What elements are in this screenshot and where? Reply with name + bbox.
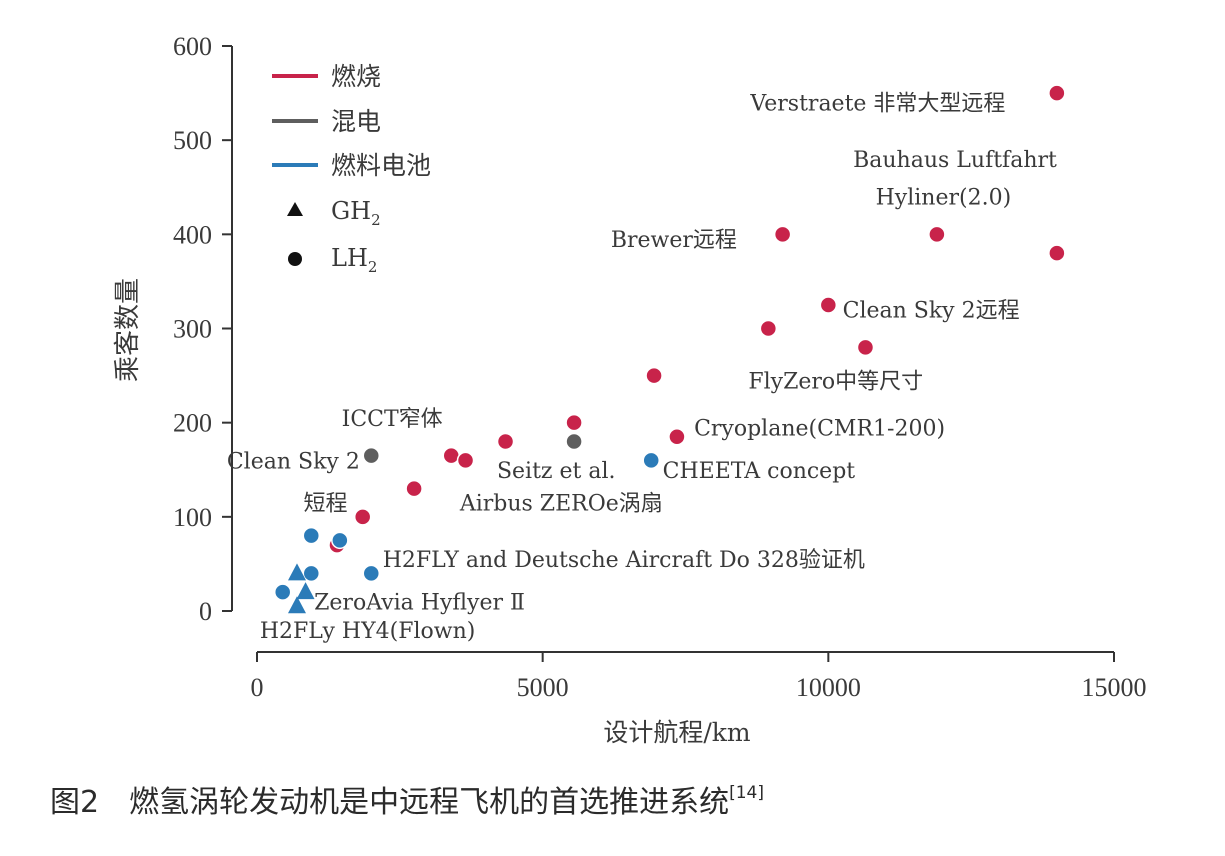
legend-label-combustion: 燃烧	[331, 62, 381, 91]
point-annotation: Cryoplane(CMR1-200)	[694, 416, 945, 441]
caption-ref: [14]	[729, 783, 764, 803]
y-tick-label: 200	[173, 409, 212, 438]
figure-caption: 图2 燃氢涡轮发动机是中远程飞机的首选推进系统[14]	[50, 783, 764, 820]
legend-label-fuelcell: 燃料电池	[331, 151, 431, 180]
point-annotation: Seitz et al.	[497, 459, 616, 484]
caption-prefix: 图2	[50, 785, 99, 820]
legend-lh2-text: LH	[331, 244, 368, 272]
y-tick-label: 0	[199, 597, 212, 626]
legend: 燃烧 混电 燃料电池 GH2 LH2	[272, 62, 431, 276]
legend-lh2-sub: 2	[368, 258, 378, 276]
data-point-circle	[362, 564, 381, 583]
data-point-circle	[331, 531, 349, 550]
x-tick-label: 5000	[517, 673, 569, 702]
legend-label-gh2: GH2	[331, 197, 381, 229]
point-annotation: Brewer远程	[611, 228, 737, 253]
data-point-triangle	[287, 563, 306, 581]
data-point-triangle	[287, 596, 306, 614]
x-tick-label: 0	[251, 673, 264, 702]
data-point-circle	[302, 526, 321, 545]
data-point-circle	[668, 428, 686, 446]
data-point-circle	[496, 432, 515, 451]
data-point-circle	[565, 432, 583, 451]
data-point-circle	[819, 296, 838, 314]
data-point-circle	[642, 451, 660, 470]
point-annotation: Airbus ZEROe涡扇	[459, 492, 663, 517]
legend-label-hybrid: 混电	[331, 107, 381, 136]
point-annotation: ICCT窄体	[342, 407, 443, 432]
data-point-circle	[773, 225, 792, 244]
y-tick-label: 100	[173, 503, 212, 532]
data-points	[273, 84, 1066, 614]
y-axis-title: 乘客数量	[113, 278, 143, 382]
data-point-circle	[759, 319, 778, 338]
y-tick-label: 500	[173, 126, 212, 155]
data-point-circle	[456, 451, 475, 470]
y-tick-label: 600	[173, 32, 212, 61]
legend-triangle-marker	[287, 202, 303, 216]
data-point-circle	[405, 479, 423, 498]
point-annotation: Hyliner(2.0)	[876, 186, 1012, 211]
data-point-circle	[353, 508, 372, 526]
legend-label-lh2: LH2	[331, 244, 377, 276]
point-annotation: Bauhaus Luftfahrt	[853, 148, 1057, 173]
x-axis-title: 设计航程/km	[603, 718, 751, 747]
legend-gh2-sub: 2	[371, 211, 381, 229]
data-point-circle	[273, 583, 292, 601]
point-annotation: 短程	[304, 492, 348, 517]
data-point-circle	[645, 366, 663, 385]
point-annotation: H2FLy HY4(Flown)	[260, 619, 476, 644]
y-axis-ticks: 0 100 200 300 400 500 600	[173, 32, 232, 626]
data-point-circle	[856, 338, 875, 357]
legend-gh2-text: GH	[331, 197, 371, 225]
data-point-circle	[302, 564, 321, 583]
point-annotation: Verstraete 非常大型远程	[749, 92, 1005, 117]
point-annotation: Clean Sky 2远程	[843, 299, 1020, 324]
x-tick-label: 10000	[796, 673, 861, 702]
data-point-triangle	[296, 582, 315, 600]
point-annotation: Clean Sky 2	[227, 449, 360, 474]
data-point-circle	[362, 446, 381, 465]
y-tick-label: 400	[173, 220, 212, 249]
point-annotations: Verstraete 非常大型远程 Bauhaus Luftfahrt Hyline…	[227, 92, 1057, 644]
legend-circle-marker	[288, 252, 302, 266]
point-annotation: H2FLY and Deutsche Aircraft Do 328验证机	[383, 548, 865, 573]
caption-text: 燃氢涡轮发动机是中远程飞机的首选推进系统	[129, 785, 729, 820]
x-axis-ticks: 0 5000 10000 15000	[251, 652, 1147, 702]
point-annotation: CHEETA concept	[663, 459, 856, 484]
data-point-circle	[928, 225, 946, 244]
point-annotation: FlyZero中等尺寸	[748, 369, 923, 394]
data-point-circle	[565, 413, 583, 432]
x-tick-label: 15000	[1082, 673, 1147, 702]
point-annotation: ZeroAvia Hyflyer Ⅱ	[314, 591, 525, 616]
data-point-circle	[1048, 84, 1066, 102]
data-point-circle	[1048, 244, 1066, 262]
y-tick-label: 300	[173, 315, 212, 344]
